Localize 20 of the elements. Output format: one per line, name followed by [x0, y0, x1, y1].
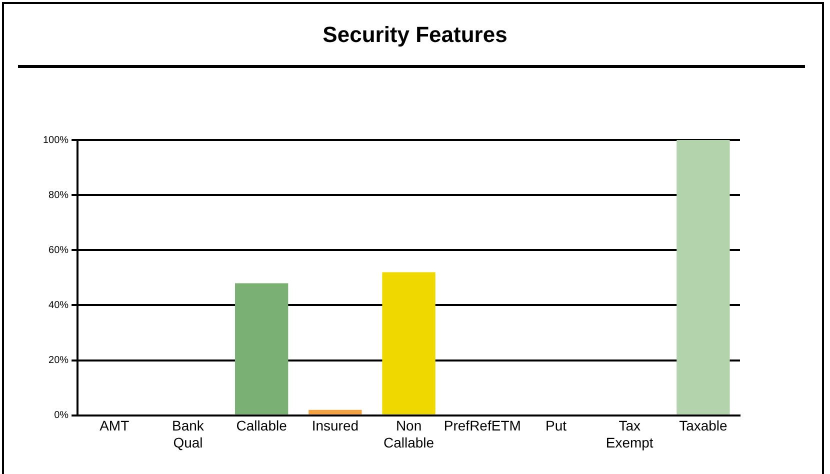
x-tick-label: Bank Qual [172, 418, 205, 450]
x-tick-label: Callable [236, 418, 288, 434]
chart-title: Security Features [322, 22, 508, 48]
x-tick-label: AMT [100, 418, 130, 434]
y-tick-label: 20% [48, 355, 69, 366]
x-tick-label: Put [545, 418, 567, 434]
x-tick-label: Taxable [679, 418, 728, 434]
bar [382, 272, 436, 414]
bar [234, 283, 288, 414]
x-tick-label: Tax Exempt [606, 418, 654, 450]
x-tick-label: Insured [312, 418, 359, 434]
y-tick-label: 100% [43, 134, 69, 146]
y-tick-label: 0% [54, 410, 69, 422]
y-tick-label: 40% [48, 300, 69, 311]
bar [676, 140, 730, 414]
x-tick-label: PrefRefETM [444, 418, 521, 434]
y-tick-label: 80% [48, 190, 69, 201]
x-tick-label: Non Callable [383, 418, 434, 450]
bar [308, 410, 362, 414]
y-tick-label: 60% [48, 244, 69, 256]
